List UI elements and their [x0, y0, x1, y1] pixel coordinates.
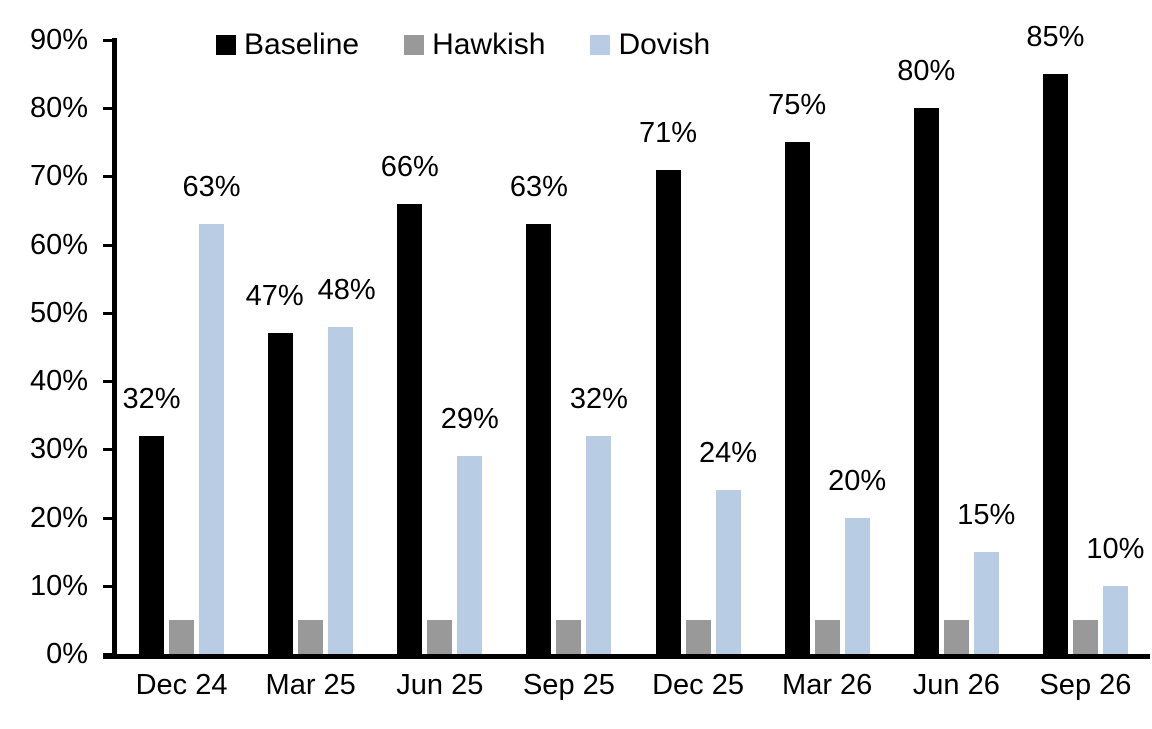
x-axis-line: [103, 654, 1150, 659]
y-tick-label-70: 70%: [29, 160, 88, 193]
y-tick-30: [103, 448, 117, 452]
bar-baseline-jun-26: [913, 108, 939, 654]
bar-hawkish-mar-26: [814, 619, 840, 654]
y-tick-90: [103, 39, 117, 42]
bar-baseline-sep-25: [526, 224, 552, 654]
y-tick-label-60: 60%: [29, 228, 88, 261]
bar-label-baseline-mar-25: 47%: [245, 280, 304, 313]
bar-label-dovish-mar-25: 48%: [317, 273, 376, 306]
y-tick-label-10: 10%: [29, 569, 88, 602]
bar-hawkish-mar-25: [298, 619, 324, 654]
legend-swatch-dovish: [590, 35, 611, 55]
x-category-label-dec-25: Dec 25: [652, 669, 744, 701]
bar-hawkish-sep-26: [1072, 619, 1098, 654]
y-tick-label-0: 0%: [46, 638, 88, 670]
plot-area: 32% 63% 47% 48% 66% 29% 63% 32% 71% 24% 75% 20% 80% 1…: [117, 21, 1150, 654]
bar-dovish-jun-25: [457, 456, 483, 654]
y-tick-40: [103, 380, 117, 384]
y-tick-label-90: 90%: [29, 24, 88, 56]
y-tick-20: [103, 516, 117, 520]
bar-hawkish-dec-24: [169, 619, 195, 654]
x-category-label-jun-26: Jun 26: [912, 669, 1000, 701]
bar-dovish-dec-24: [199, 224, 225, 654]
y-tick-50: [103, 311, 117, 315]
legend: Baseline Hawkish Dovish: [216, 30, 710, 60]
bar-baseline-dec-24: [139, 435, 165, 654]
x-category-label-mar-26: Mar 26: [782, 669, 873, 701]
bar-baseline-mar-26: [784, 142, 810, 654]
bar-label-dovish-jun-25: 29%: [440, 403, 499, 436]
bar-dovish-mar-26: [844, 517, 870, 654]
bar-hawkish-jun-25: [427, 619, 453, 654]
x-category-label-sep-26: Sep 26: [1039, 669, 1132, 701]
bar-dovish-sep-25: [586, 435, 612, 654]
bar-label-dovish-sep-26: 10%: [1086, 532, 1145, 565]
bar-baseline-sep-26: [1042, 74, 1068, 654]
y-tick-label-30: 30%: [29, 433, 88, 466]
y-tick-70: [103, 175, 117, 179]
bar-dovish-jun-26: [973, 551, 999, 654]
bar-label-baseline-sep-25: 63%: [509, 171, 568, 204]
bar-dovish-mar-25: [328, 326, 354, 654]
bar-label-dovish-mar-26: 20%: [828, 464, 887, 497]
y-tick-label-50: 50%: [29, 296, 88, 329]
legend-label-hawkish: Hawkish: [432, 28, 546, 61]
y-tick-10: [103, 584, 117, 588]
legend-item-hawkish: Hawkish: [404, 30, 545, 60]
legend-swatch-hawkish: [404, 35, 425, 55]
bar-dovish-sep-26: [1102, 585, 1128, 654]
x-category-label-mar-25: Mar 25: [265, 669, 356, 701]
y-tick-label-40: 40%: [29, 365, 88, 398]
bar-label-dovish-dec-25: 24%: [699, 437, 758, 470]
y-tick-60: [103, 243, 117, 247]
legend-swatch-baseline: [216, 35, 236, 55]
legend-label-dovish: Dovish: [618, 28, 711, 61]
bar-hawkish-jun-26: [943, 619, 969, 654]
bar-label-baseline-jun-25: 66%: [380, 150, 439, 183]
y-tick-label-20: 20%: [29, 501, 88, 534]
y-axis-line: [112, 38, 117, 656]
x-category-label-dec-24: Dec 24: [135, 669, 228, 701]
bar-baseline-mar-25: [268, 333, 294, 654]
legend-item-baseline: Baseline: [216, 30, 359, 60]
bar-hawkish-sep-25: [556, 619, 582, 654]
bar-hawkish-dec-25: [685, 619, 711, 654]
y-tick-0: [103, 653, 117, 656]
legend-item-dovish: Dovish: [590, 30, 710, 60]
bar-label-baseline-dec-25: 71%: [639, 116, 698, 149]
bar-dovish-dec-25: [715, 490, 741, 654]
bar-label-dovish-sep-25: 32%: [569, 382, 628, 415]
y-tick-80: [103, 107, 117, 111]
bar-label-baseline-dec-24: 32%: [122, 382, 181, 415]
bar-baseline-dec-25: [655, 169, 681, 654]
y-tick-label-80: 80%: [29, 92, 88, 125]
bar-baseline-jun-25: [397, 203, 423, 654]
bar-label-baseline-jun-26: 80%: [897, 55, 956, 88]
bar-label-baseline-sep-26: 85%: [1026, 21, 1085, 54]
bar-label-dovish-jun-26: 15%: [957, 498, 1016, 531]
legend-label-baseline: Baseline: [244, 28, 360, 61]
bar-label-dovish-dec-24: 63%: [182, 171, 241, 204]
x-category-label-jun-25: Jun 25: [396, 669, 484, 701]
x-category-label-sep-25: Sep 25: [522, 669, 615, 701]
bar-label-baseline-mar-26: 75%: [768, 89, 827, 122]
